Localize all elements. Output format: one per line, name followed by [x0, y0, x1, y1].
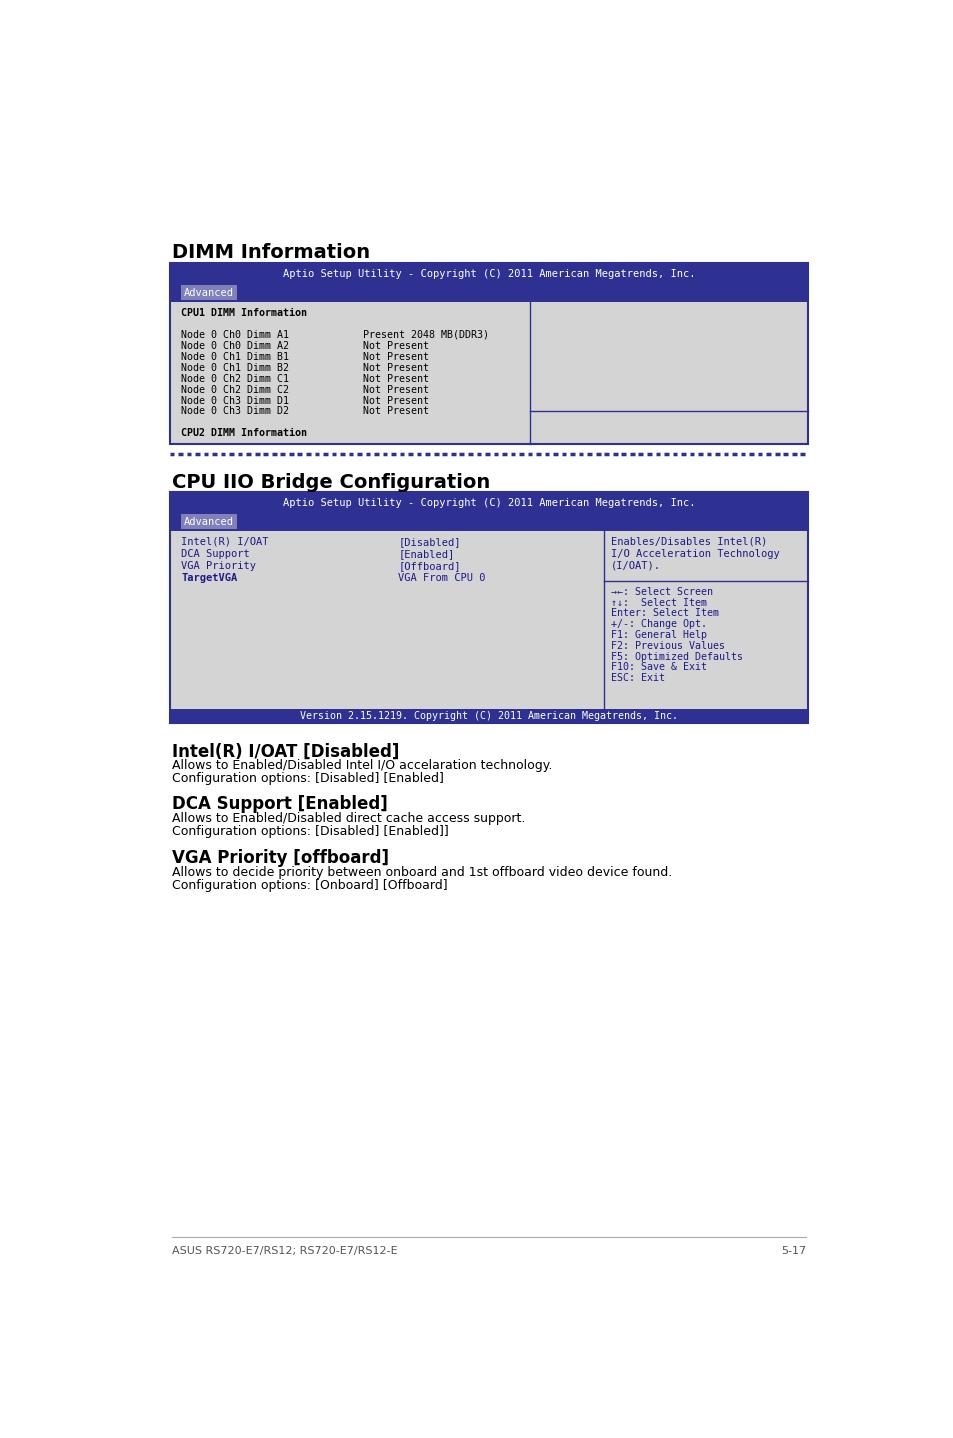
Text: Not Present: Not Present [363, 341, 429, 351]
Bar [170, 513, 807, 531]
Text: Node 0 Ch2 Dimm C1: Node 0 Ch2 Dimm C1 [181, 374, 289, 384]
Text: VGA From CPU 0: VGA From CPU 0 [397, 572, 485, 582]
Text: Allows to decide priority between onboard and 1st offboard video device found.: Allows to decide priority between onboar… [172, 866, 672, 879]
Text: DIMM Information: DIMM Information [172, 243, 370, 262]
Text: Present 2048 MB(DDR3): Present 2048 MB(DDR3) [363, 329, 489, 339]
Text: F5: Optimized Defaults: F5: Optimized Defaults [611, 651, 742, 661]
Text: Node 0 Ch3 Dimm D2: Node 0 Ch3 Dimm D2 [181, 407, 289, 417]
Bar [170, 492, 807, 513]
Text: Not Present: Not Present [363, 395, 429, 406]
Text: Node 0 Ch3 Dimm D1: Node 0 Ch3 Dimm D1 [181, 395, 289, 406]
Text: Advanced: Advanced [184, 289, 233, 299]
Text: Configuration options: [Disabled] [Enabled]]: Configuration options: [Disabled] [Enabl… [172, 825, 448, 838]
Text: Advanced: Advanced [184, 518, 233, 528]
Text: [Enabled]: [Enabled] [397, 549, 454, 559]
Text: Aptio Setup Utility - Copyright (C) 2011 American Megatrends, Inc.: Aptio Setup Utility - Copyright (C) 2011… [282, 269, 695, 279]
Text: CPU1 DIMM Information: CPU1 DIMM Information [181, 308, 307, 318]
Text: Configuration options: [Disabled] [Enabled]: Configuration options: [Disabled] [Enabl… [172, 772, 443, 785]
Text: Not Present: Not Present [363, 374, 429, 384]
Text: I/O Acceleration Technology: I/O Acceleration Technology [611, 549, 780, 559]
Bar [170, 285, 807, 302]
Text: Intel(R) I/OAT [Disabled]: Intel(R) I/OAT [Disabled] [172, 742, 399, 761]
Text: F1: General Help: F1: General Help [611, 630, 706, 640]
Text: Configuration options: [Onboard] [Offboard]: Configuration options: [Onboard] [Offboa… [172, 879, 447, 892]
Bar [170, 263, 807, 444]
Text: Node 0 Ch1 Dimm B2: Node 0 Ch1 Dimm B2 [181, 362, 289, 372]
Text: ASUS RS720-E7/RS12; RS720-E7/RS12-E: ASUS RS720-E7/RS12; RS720-E7/RS12-E [172, 1245, 397, 1255]
Text: Node 0 Ch0 Dimm A1: Node 0 Ch0 Dimm A1 [181, 329, 289, 339]
Text: VGA Priority: VGA Priority [181, 561, 256, 571]
Text: Allows to Enabled/Disabled direct cache access support.: Allows to Enabled/Disabled direct cache … [172, 811, 525, 824]
Text: [Offboard]: [Offboard] [397, 561, 460, 571]
Text: ↑↓:  Select Item: ↑↓: Select Item [611, 598, 706, 608]
Text: CPU2 DIMM Information: CPU2 DIMM Information [181, 429, 307, 439]
Text: Intel(R) I/OAT: Intel(R) I/OAT [181, 536, 269, 546]
Bar [170, 263, 807, 285]
Bar [170, 492, 807, 723]
Bar [181, 513, 236, 529]
Text: F2: Previous Values: F2: Previous Values [611, 641, 724, 651]
Text: +/-: Change Opt.: +/-: Change Opt. [611, 620, 706, 630]
Text: Enables/Disables Intel(R): Enables/Disables Intel(R) [611, 536, 767, 546]
Text: Enter: Select Item: Enter: Select Item [611, 608, 719, 618]
Text: Node 0 Ch1 Dimm B1: Node 0 Ch1 Dimm B1 [181, 352, 289, 362]
Text: (I/OAT).: (I/OAT). [611, 561, 660, 571]
Text: [Disabled]: [Disabled] [397, 536, 460, 546]
Bar [170, 709, 807, 723]
Text: Not Present: Not Present [363, 384, 429, 394]
Text: TargetVGA: TargetVGA [181, 572, 237, 582]
Text: Allows to Enabled/Disabled Intel I/O accelaration technology.: Allows to Enabled/Disabled Intel I/O acc… [172, 759, 552, 772]
Text: Node 0 Ch0 Dimm A2: Node 0 Ch0 Dimm A2 [181, 341, 289, 351]
Text: Not Present: Not Present [363, 362, 429, 372]
Text: ESC: Exit: ESC: Exit [611, 673, 664, 683]
Bar [181, 285, 236, 301]
Text: Node 0 Ch2 Dimm C2: Node 0 Ch2 Dimm C2 [181, 384, 289, 394]
Text: DCA Support [Enabled]: DCA Support [Enabled] [172, 795, 387, 812]
Text: CPU IIO Bridge Configuration: CPU IIO Bridge Configuration [172, 473, 490, 492]
Text: →←: Select Screen: →←: Select Screen [611, 587, 713, 597]
Text: Version 2.15.1219. Copyright (C) 2011 American Megatrends, Inc.: Version 2.15.1219. Copyright (C) 2011 Am… [299, 712, 678, 722]
Text: Not Present: Not Present [363, 352, 429, 362]
Text: DCA Support: DCA Support [181, 549, 250, 559]
Text: Aptio Setup Utility - Copyright (C) 2011 American Megatrends, Inc.: Aptio Setup Utility - Copyright (C) 2011… [282, 498, 695, 508]
Text: Not Present: Not Present [363, 407, 429, 417]
Text: VGA Priority [offboard]: VGA Priority [offboard] [172, 848, 389, 867]
Text: 5-17: 5-17 [780, 1245, 805, 1255]
Text: F10: Save & Exit: F10: Save & Exit [611, 663, 706, 673]
